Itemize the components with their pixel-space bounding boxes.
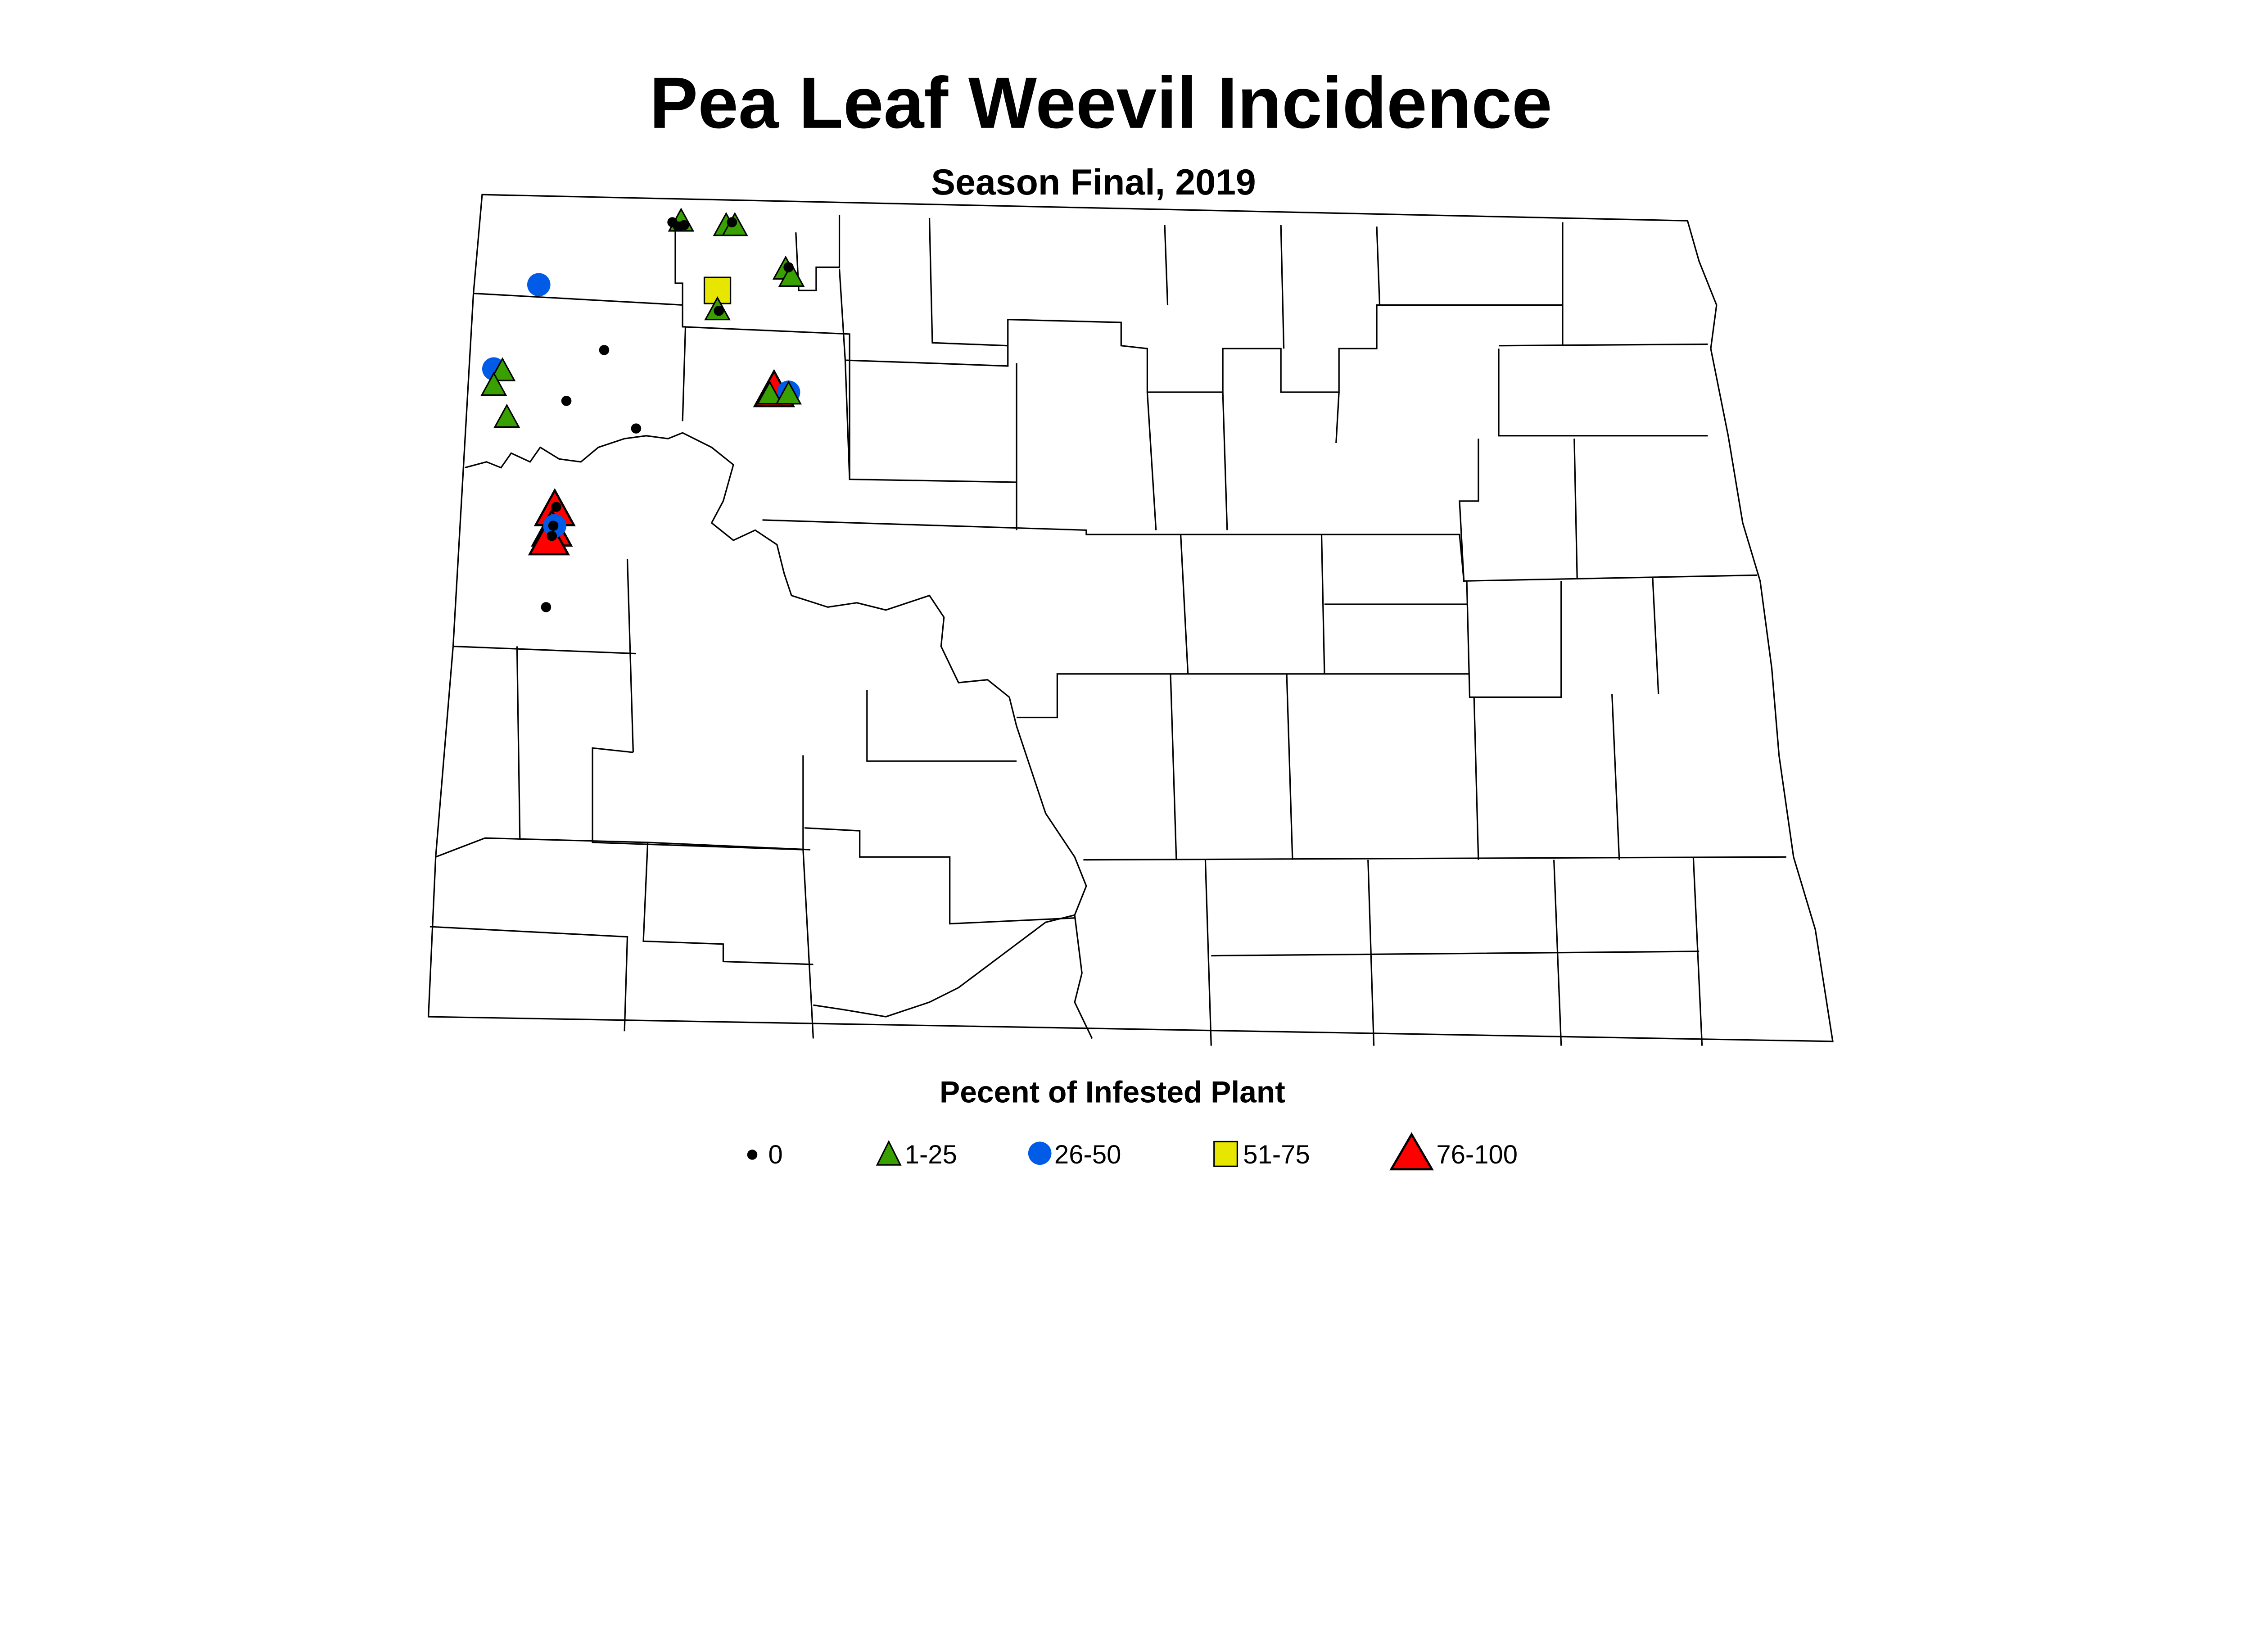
- marker-26-50: [527, 273, 551, 297]
- marker-1-25: [480, 371, 507, 396]
- legend-title: Pecent of Infested Plant: [940, 1075, 1285, 1109]
- map-subtitle: Season Final, 2019: [931, 162, 1256, 203]
- marker-0: [727, 217, 737, 227]
- marker-0: [547, 531, 557, 541]
- marker-0: [599, 345, 610, 355]
- county-boundaries: [427, 194, 1834, 1046]
- legend-blue-circle-icon: [1028, 1141, 1052, 1165]
- marker-1-25: [775, 380, 802, 405]
- marker-0: [783, 262, 794, 272]
- legend-yellow-square-icon: [1213, 1141, 1238, 1167]
- marker-0: [679, 220, 689, 231]
- legend-label-4: 76-100: [1436, 1140, 1518, 1169]
- incidence-map: Pea Leaf Weevil Incidence Season Final, …: [427, 63, 1834, 1171]
- marker-0: [561, 396, 572, 406]
- legend-label-2: 26-50: [1054, 1140, 1121, 1169]
- marker-0: [548, 520, 559, 531]
- county-lines: [429, 215, 1786, 1046]
- marker-0: [541, 602, 551, 612]
- marker-1-25: [778, 263, 805, 287]
- marker-0: [631, 423, 642, 434]
- legend-label-3: 51-75: [1243, 1140, 1310, 1169]
- missouri-river: [464, 432, 1093, 1039]
- marker-1-25: [493, 403, 520, 428]
- map-title: Pea Leaf Weevil Incidence: [650, 63, 1552, 144]
- marker-0: [714, 306, 724, 316]
- marker-1-25: [756, 380, 783, 405]
- legend: 0 1-25 26-50 51-75 76-100: [747, 1132, 1518, 1171]
- legend-dot-icon: [747, 1150, 758, 1160]
- legend-green-triangle-icon: [876, 1140, 902, 1166]
- legend-label-0: 0: [768, 1140, 782, 1169]
- state-outline: [427, 194, 1834, 1042]
- marker-1-25: [489, 357, 516, 381]
- legend-red-triangle-icon: [1389, 1132, 1434, 1171]
- marker-0: [551, 502, 561, 512]
- observation-markers: [480, 208, 805, 612]
- legend-label-1: 1-25: [905, 1140, 957, 1169]
